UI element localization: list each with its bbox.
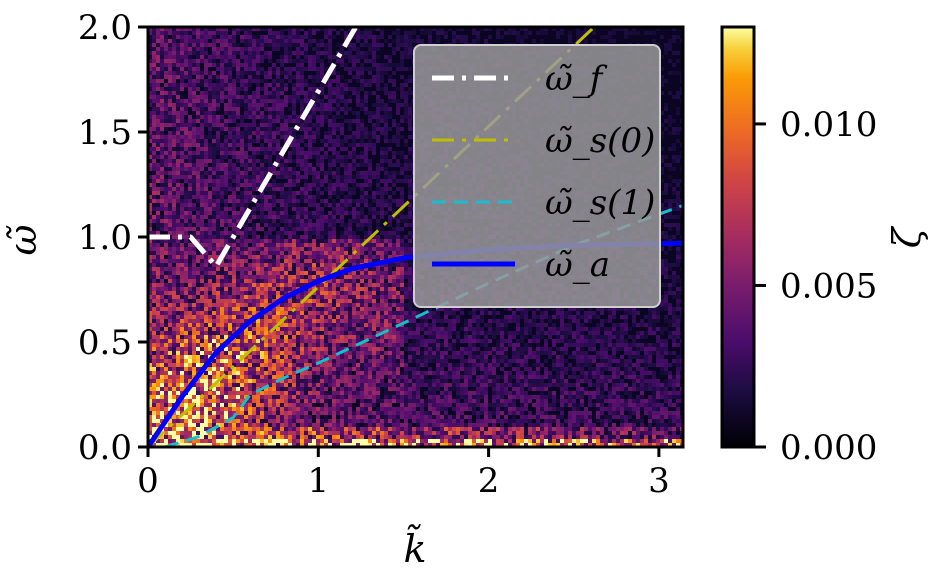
x-tick-label: 1 <box>307 461 329 501</box>
colorbar-tick-label: 0.010 <box>780 105 877 145</box>
y-tick-label: 1.5 <box>78 113 132 153</box>
legend-box <box>414 45 660 307</box>
x-tick-label: 0 <box>137 461 159 501</box>
colorbar-label: ζ <box>885 225 929 248</box>
legend-label-1: ω̃_s(0) <box>545 121 655 161</box>
x-tick-label: 3 <box>648 461 670 501</box>
y-tick-label: 1.0 <box>78 218 132 258</box>
x-tick-label: 2 <box>478 461 500 501</box>
x-axis-ticks: 0 1 2 3 <box>137 447 670 501</box>
legend-label-3: ω̃_a <box>545 245 610 285</box>
y-tick-label: 0.5 <box>78 323 132 363</box>
y-axis-label: ω̃ <box>1 225 45 256</box>
x-axis-label: k̃ <box>403 524 426 571</box>
colorbar-tick-label: 0.005 <box>780 266 877 306</box>
y-tick-label: 2.0 <box>78 8 132 48</box>
colorbar-gradient <box>722 27 754 447</box>
legend-label-2: ω̃_s(1) <box>545 183 655 223</box>
colorbar: 0.000 0.005 0.010 ζ <box>722 27 929 468</box>
colorbar-tick-label: 0.000 <box>780 428 877 468</box>
y-tick-label: 0.0 <box>78 428 132 468</box>
legend-label-0: ω̃_f <box>545 59 608 99</box>
legend: ω̃_f ω̃_s(0) ω̃_s(1) ω̃_a <box>414 45 660 307</box>
y-axis-ticks: 0.0 0.5 1.0 1.5 2.0 <box>78 8 148 468</box>
